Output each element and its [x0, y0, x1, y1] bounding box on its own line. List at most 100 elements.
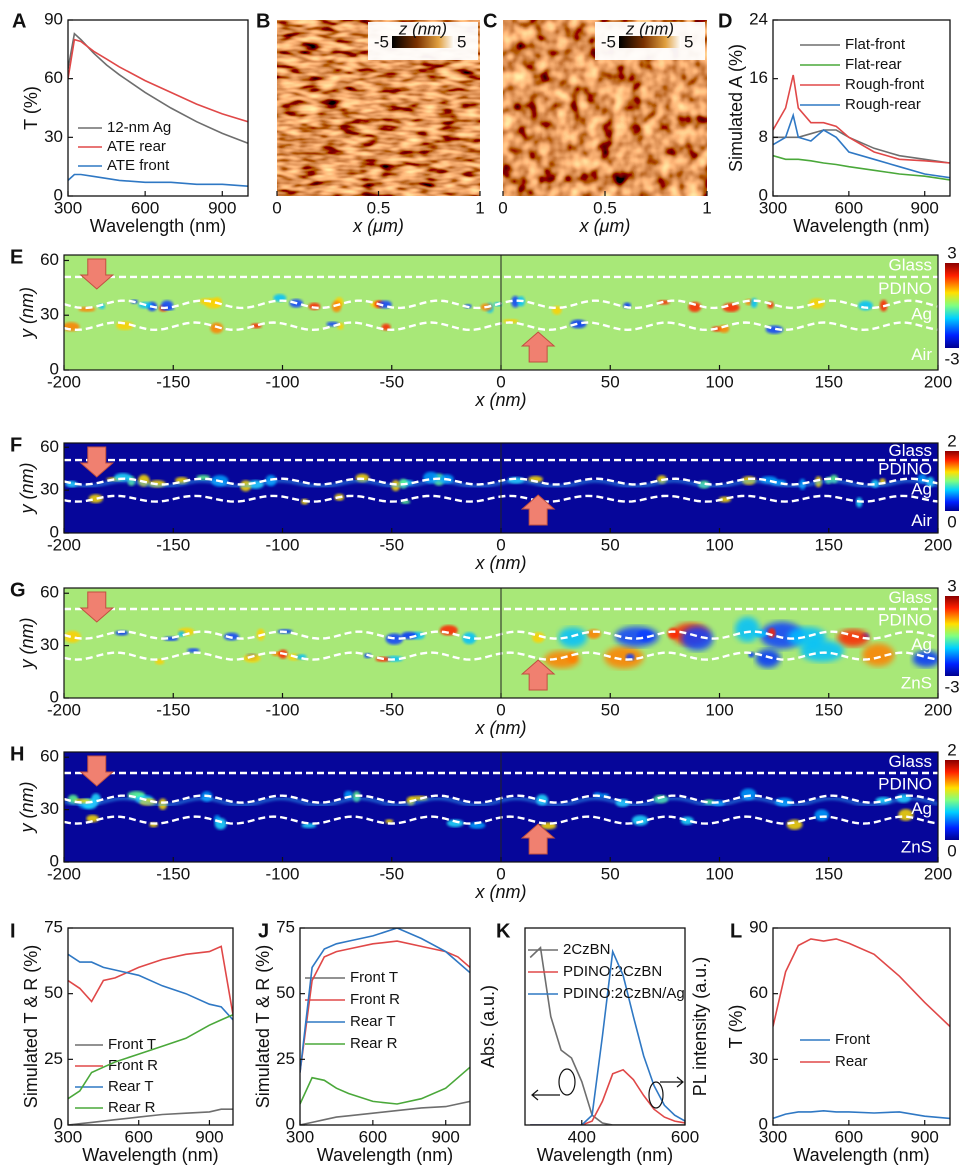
- y-axis-label: T (%): [21, 86, 41, 130]
- field-hotspot: [862, 643, 895, 667]
- field-hotspot: [511, 295, 520, 308]
- y-tick-label: 60: [40, 747, 59, 766]
- series-line: [530, 948, 685, 1125]
- y-tick-label: 25: [276, 1049, 295, 1068]
- y-tick-label: 0: [54, 185, 63, 204]
- x-tick-label: 300: [54, 1127, 82, 1146]
- x-tick-label: -50: [379, 700, 404, 719]
- x-tick-label: -200: [47, 372, 81, 391]
- x-tick-label: -100: [265, 864, 299, 883]
- x-tick-label: 900: [208, 198, 236, 217]
- series-line: [300, 1100, 470, 1125]
- x-tick-label: 0: [496, 864, 505, 883]
- series-line: [773, 112, 950, 179]
- colorbar: [945, 263, 959, 348]
- x-tick-label: 100: [705, 535, 733, 554]
- x-tick-label: -50: [379, 535, 404, 554]
- colorbar-tick-label: 5: [457, 32, 466, 51]
- axis-pointer: [660, 1076, 684, 1088]
- x-tick-label: 200: [924, 372, 952, 391]
- incident-arrow: [79, 591, 115, 623]
- series-line: [68, 32, 248, 144]
- legend-label: Flat-front: [845, 36, 906, 53]
- x-tick-label: 600: [131, 198, 159, 217]
- y-tick-label: 16: [749, 68, 768, 87]
- axis-pointer: [531, 1089, 560, 1101]
- x-tick-label: 600: [835, 198, 863, 217]
- y-tick-label: 50: [44, 983, 63, 1002]
- plot-frame: [67, 19, 249, 197]
- series-line: [68, 945, 233, 1015]
- x-tick-label: 150: [815, 535, 843, 554]
- series-line: [530, 1068, 685, 1125]
- x-tick-label: 100: [705, 864, 733, 883]
- y-tick-label: 50: [276, 983, 295, 1002]
- field-hotspot: [814, 809, 830, 821]
- field-hotspot: [667, 627, 679, 640]
- legend-label: Front R: [350, 991, 400, 1008]
- x-tick-label: 1: [702, 198, 711, 217]
- colorbar-tick-label: 2: [947, 740, 956, 759]
- layer-label: ZnS: [901, 674, 932, 693]
- x-axis-label: Wavelength (nm): [90, 216, 226, 236]
- colorbar-label: z (nm): [625, 19, 674, 38]
- x-axis-label: x (nm): [475, 390, 527, 410]
- field-hotspot: [64, 630, 81, 643]
- x-tick-label: 0.5: [367, 198, 391, 217]
- panel-letter: C: [483, 10, 497, 32]
- colorbar: [945, 596, 959, 676]
- series-line: [68, 1013, 233, 1100]
- incident-arrow: [520, 494, 556, 526]
- x-tick-label: 300: [286, 1127, 314, 1146]
- x-axis-label: x (nm): [475, 553, 527, 573]
- incident-arrow: [79, 258, 115, 290]
- y-tick-label: 0: [50, 522, 59, 541]
- colorbar: [945, 760, 959, 840]
- x-axis-label: Wavelength (nm): [793, 1145, 929, 1165]
- field-hotspot: [800, 640, 844, 662]
- y-axis-label: y (nm): [17, 782, 37, 835]
- y-axis-label: Simulated A (%): [726, 44, 746, 172]
- x-tick-label: 600: [359, 1127, 387, 1146]
- y-axis-label: T (%): [726, 1005, 746, 1049]
- layer-label: Glass: [889, 441, 932, 460]
- series-line: [773, 129, 950, 164]
- x-tick-label: 200: [924, 864, 952, 883]
- x-tick-label: 50: [601, 372, 620, 391]
- x-tick-label: 1: [475, 198, 484, 217]
- colorbar: [619, 36, 681, 48]
- y-tick-label: 60: [749, 983, 768, 1002]
- x-axis-label: Wavelength (nm): [317, 1145, 453, 1165]
- y-tick-label: 24: [749, 9, 768, 28]
- layer-label: Glass: [889, 588, 932, 607]
- colorbar-tick-label: 0: [947, 512, 956, 531]
- y-tick-label: 0: [50, 359, 59, 378]
- layer-label: Ag: [911, 799, 932, 818]
- y-tick-label: 8: [759, 127, 768, 146]
- y-tick-label: 0: [50, 851, 59, 870]
- x-axis-label: Wavelength (nm): [793, 216, 929, 236]
- legend-label: Front: [835, 1031, 871, 1048]
- colorbar-tick-label: -3: [944, 677, 959, 696]
- y-tick-label: 0: [759, 1114, 768, 1133]
- legend-label: ATE rear: [107, 138, 166, 155]
- y-tick-label: 60: [40, 583, 59, 602]
- incident-arrow: [79, 755, 115, 787]
- plot-frame: [67, 927, 234, 1126]
- x-tick-label: -200: [47, 864, 81, 883]
- incident-arrow: [79, 446, 115, 478]
- y-axis-label: y (nm): [17, 287, 37, 340]
- panel-letter: J: [258, 920, 269, 942]
- x-tick-label: 0: [496, 535, 505, 554]
- legend-label: Rear T: [350, 1013, 396, 1030]
- panel-letter: B: [256, 10, 270, 32]
- x-tick-label: 150: [815, 864, 843, 883]
- colorbar-tick-label: 3: [947, 576, 956, 595]
- field-hotspot: [858, 300, 873, 311]
- y-tick-label: 0: [286, 1114, 295, 1133]
- field-hotspot: [681, 626, 714, 651]
- colorbar-tick-label: 5: [684, 32, 693, 51]
- y-tick-label: 75: [44, 917, 63, 936]
- incident-arrow: [520, 331, 556, 363]
